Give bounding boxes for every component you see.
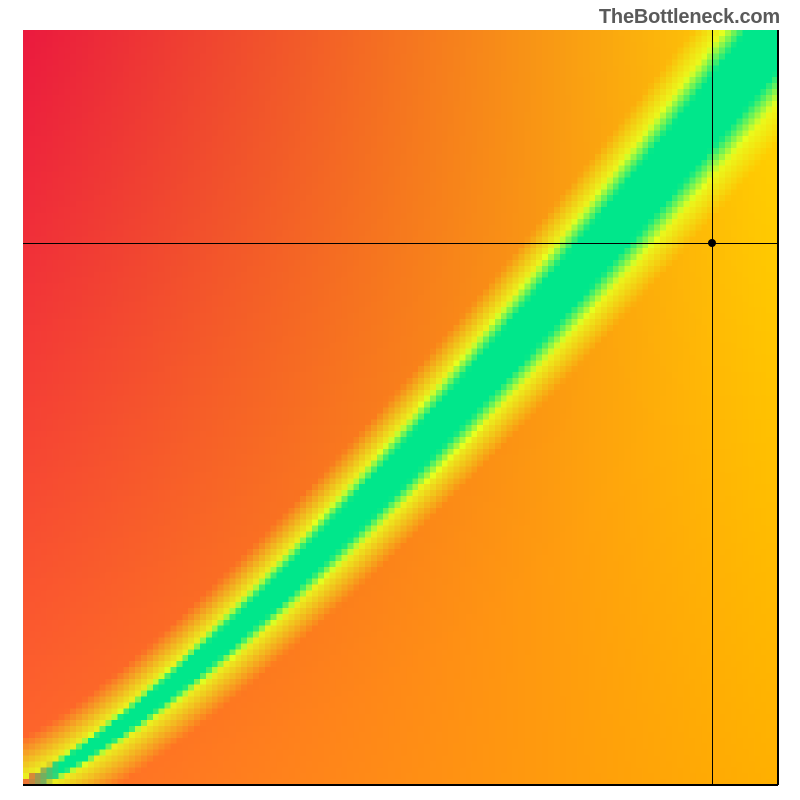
crosshair-marker — [708, 239, 716, 247]
crosshair-vertical — [712, 30, 713, 785]
axis-bottom — [23, 784, 778, 786]
crosshair-horizontal — [23, 243, 778, 244]
watermark-text: TheBottleneck.com — [599, 6, 780, 29]
axis-right — [777, 30, 779, 785]
bottleneck-heatmap — [23, 30, 778, 785]
heatmap-canvas — [23, 30, 778, 785]
